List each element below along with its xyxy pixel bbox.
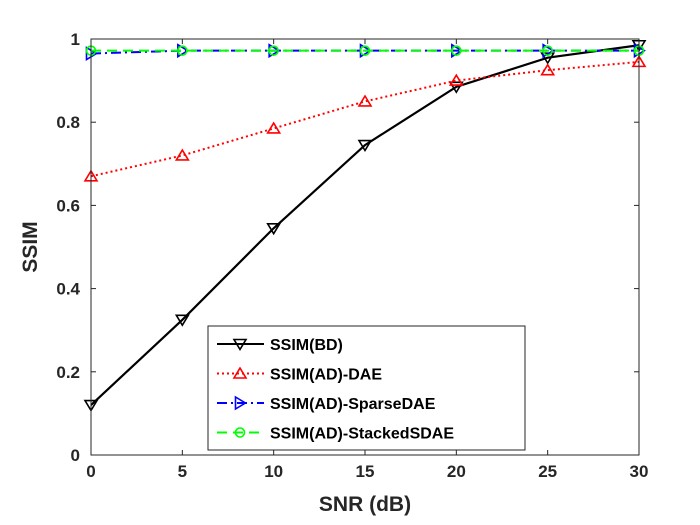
legend: SSIM(BD) SSIM(AD)-DAE SSIM(AD)-SparseDAE SS… [207,325,526,451]
y-tick-label: 0.2 [56,363,80,382]
x-tick-label: 25 [538,462,557,481]
legend-item: SSIM(AD)-StackedSDAE [217,426,454,443]
data-point [177,45,188,56]
legend-marker [232,366,248,379]
data-point [266,222,282,236]
x-tick-label: 10 [264,462,283,481]
legend-box [207,325,526,451]
x-tick-label: 15 [356,462,375,481]
data-point [540,63,556,76]
y-tick-label: 0.4 [56,280,80,299]
ticks-layer: 0 5 10 15 20 25 30 0 0.2 0.4 0.6 0.8 1 [56,30,648,481]
series-ssim-ad-stackedsdae [85,45,645,56]
legend-label: SSIM(AD)-SparseDAE [270,396,436,413]
data-point [174,314,190,327]
legend-item: SSIM(BD) [217,337,343,354]
y-tick-label: 0 [71,446,80,465]
x-tick-label: 20 [447,462,466,481]
data-point [448,73,464,86]
data-point [448,81,464,94]
data-point [266,121,282,134]
legend-label: SSIM(AD)-DAE [270,367,382,384]
legend-item: SSIM(AD)-DAE [217,367,382,384]
data-point [357,139,373,153]
data-point [268,45,279,56]
series-line [90,44,640,406]
y-tick-label: 0.6 [56,196,80,215]
y-tick-label: 1 [71,30,80,49]
legend-marker [234,427,246,438]
x-tick-label: 5 [178,462,187,481]
legend-label: SSIM(BD) [270,337,343,354]
y-tick-label: 0.8 [56,113,80,132]
y-axis-label: SSIM [19,221,42,272]
legend-label: SSIM(AD)-StackedSDAE [270,426,454,443]
legend-marker [232,338,248,351]
data-point [451,45,462,56]
legend-item: SSIM(AD)-SparseDAE [217,395,436,413]
data-point [357,94,373,107]
x-tick-label: 0 [86,462,95,481]
x-tick-label: 30 [630,462,649,481]
data-point [174,148,190,161]
legend-marker [234,395,247,411]
data-point [359,45,371,56]
data-point [542,45,553,56]
x-axis-label: SNR (dB) [319,493,411,516]
